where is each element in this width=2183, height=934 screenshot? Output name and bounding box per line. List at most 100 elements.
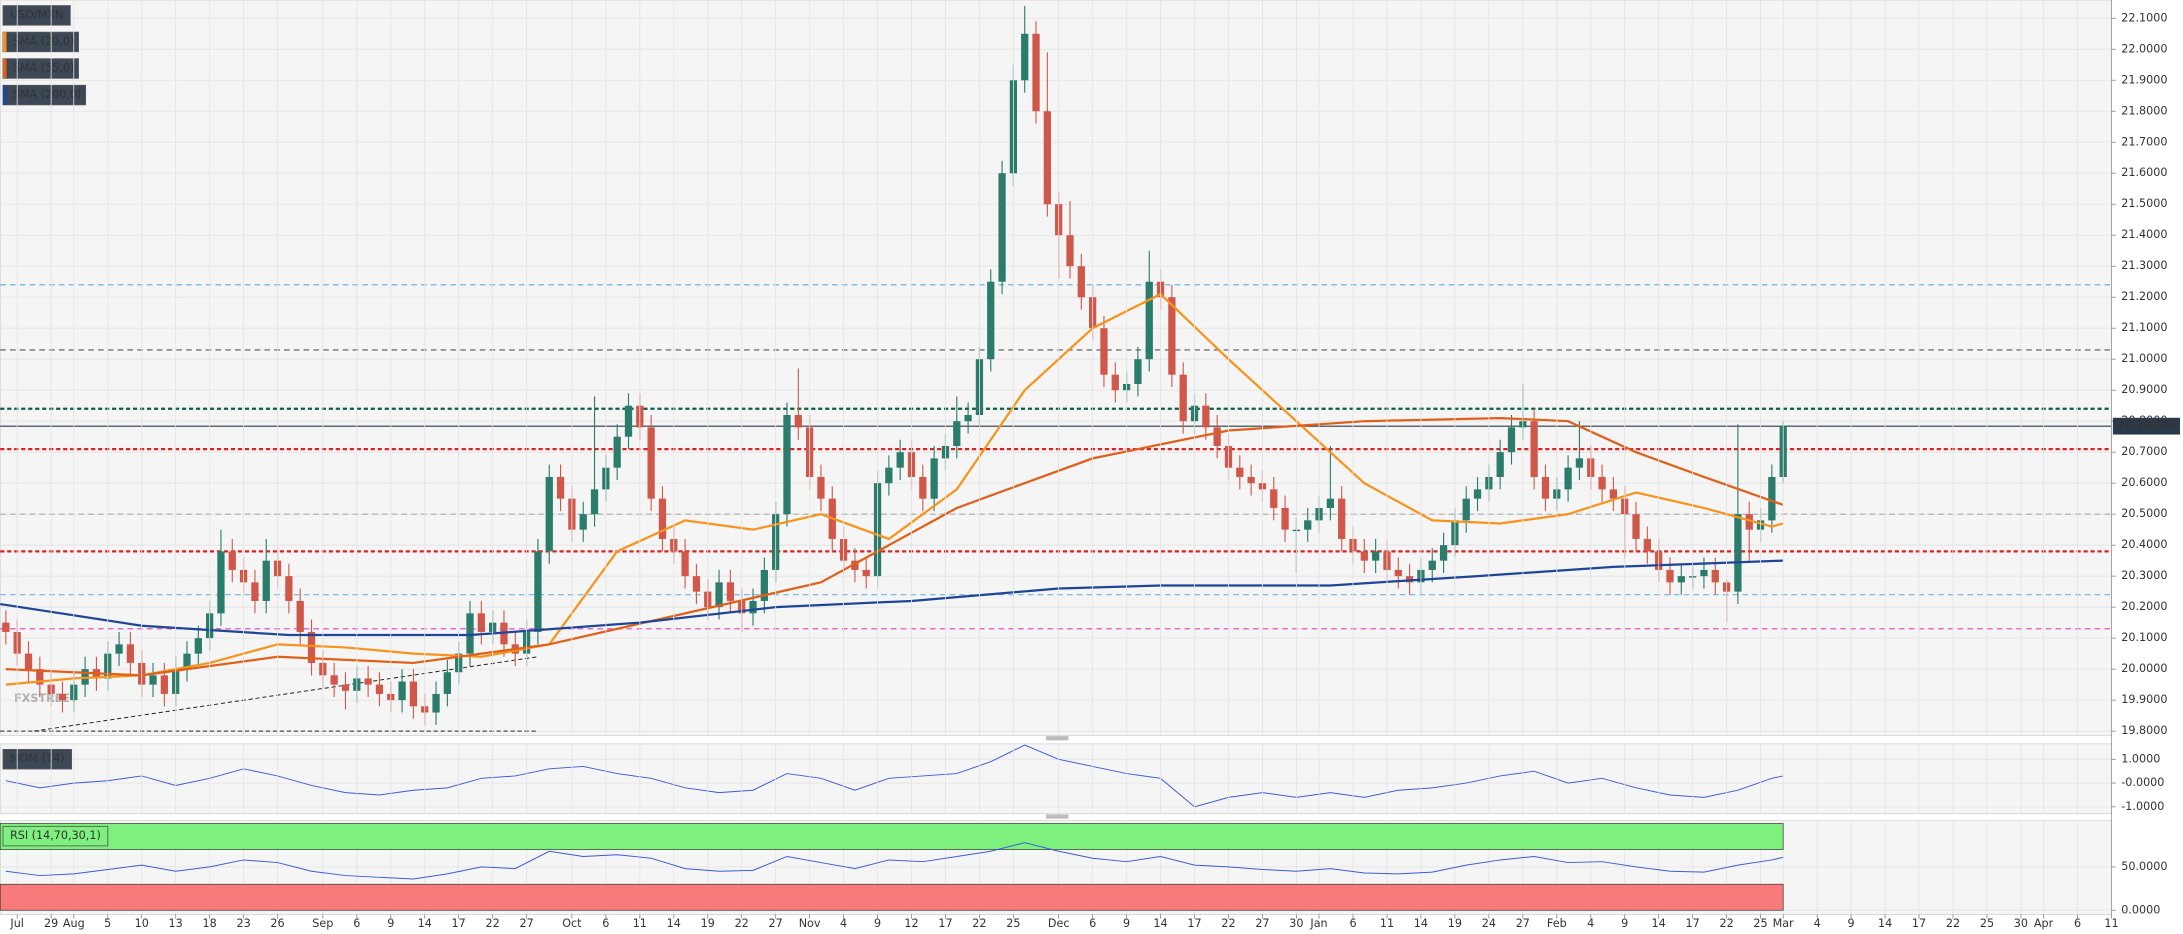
x-tick-label: 30 <box>2014 917 2028 930</box>
y-tick-label: 20.4000 <box>2121 538 2167 551</box>
candle-body <box>749 600 757 614</box>
band <box>0 883 1784 911</box>
panel-background <box>0 0 2112 736</box>
candle-body <box>432 693 440 713</box>
y-tick-label: 21.4000 <box>2121 228 2167 241</box>
candle-body <box>1202 405 1210 428</box>
x-tick-label: Oct <box>562 917 582 930</box>
candle-body <box>1564 467 1572 490</box>
x-tick-label: 27 <box>769 917 783 930</box>
candle-body <box>1609 489 1618 499</box>
x-tick-label: 10 <box>135 917 149 930</box>
candle-body <box>1439 545 1448 561</box>
y-tick-label: 20.2000 <box>2121 600 2167 613</box>
x-tick-label: 17 <box>1187 917 1201 930</box>
x-tick-label: 5 <box>104 917 111 930</box>
legend-box-swatch <box>2 58 7 79</box>
panel-resize-handle[interactable] <box>1046 814 1069 819</box>
y-tick-label: 21.1000 <box>2121 321 2167 334</box>
candle-body <box>1326 498 1335 508</box>
candle-body <box>477 613 485 632</box>
candle-body <box>1428 560 1436 570</box>
candle-body <box>590 489 599 515</box>
candle-body <box>1507 427 1516 453</box>
x-tick-label: 14 <box>418 917 432 930</box>
x-tick-label: 17 <box>452 917 466 930</box>
candle-body <box>1236 467 1244 477</box>
candle-body <box>466 613 474 654</box>
candle-body <box>36 669 44 685</box>
panel-title: USD/MXN <box>10 8 63 21</box>
candle-body <box>1643 538 1651 552</box>
candle-body <box>760 569 768 601</box>
candle-body <box>1734 514 1742 592</box>
panel-resize-handle[interactable] <box>1046 736 1069 741</box>
candle-body <box>681 551 689 577</box>
candle-body <box>24 653 33 670</box>
candle-body <box>1043 111 1051 205</box>
candle-body <box>862 569 870 577</box>
legend-box <box>2 825 109 847</box>
candle-body <box>2 622 10 632</box>
x-tick-label: 14 <box>1652 917 1666 930</box>
candle-body <box>1462 498 1470 521</box>
trend-line <box>34 656 539 732</box>
x-tick-label: Aug <box>63 917 85 930</box>
x-tick-label: 9 <box>1621 917 1628 930</box>
candle-body <box>1168 297 1176 375</box>
x-tick-label: 27 <box>1255 917 1269 930</box>
x-tick-label: 14 <box>1414 917 1428 930</box>
candle-body <box>1304 520 1312 530</box>
candle-body <box>1145 281 1153 360</box>
candle-body <box>1021 33 1029 81</box>
candle-body <box>817 476 825 499</box>
x-tick-label: 22 <box>1221 917 1235 930</box>
y-tick-label: 21.2000 <box>2121 290 2167 303</box>
x-tick-label: 14 <box>1878 917 1892 930</box>
candle-body <box>1700 569 1708 577</box>
candle-body <box>341 684 350 691</box>
x-tick-label: 11 <box>1380 917 1394 930</box>
x-tick-label: 19 <box>701 917 715 930</box>
x-tick-label: 6 <box>1349 917 1356 930</box>
series-line <box>5 744 1784 808</box>
candle-body <box>398 681 406 701</box>
x-tick-label: 4 <box>1814 917 1821 930</box>
x-tick-label: 27 <box>519 917 533 930</box>
candle-body <box>375 684 384 694</box>
x-tick-label: 26 <box>270 917 284 930</box>
candle-body <box>1338 498 1346 539</box>
candle-body <box>1134 359 1142 384</box>
y-tick-label: 20.9000 <box>2121 383 2167 396</box>
y-tick-label: 22.1000 <box>2121 11 2167 24</box>
x-tick-label: 25 <box>1753 917 1767 930</box>
y-tick-label: 21.8000 <box>2121 104 2167 117</box>
candle-body <box>160 675 168 694</box>
candle-body <box>794 414 802 428</box>
legend-box-swatch <box>2 32 7 52</box>
candle-body <box>987 281 995 360</box>
y-tick-label: 20.0000 <box>2121 662 2167 675</box>
x-tick-label: 27 <box>1516 917 1530 930</box>
y-tick-label: 21.6000 <box>2121 166 2167 179</box>
candle-body <box>1530 421 1538 477</box>
panel-title: RSI (14,70,30,1) <box>10 829 101 842</box>
x-tick-label: 9 <box>1123 917 1130 930</box>
candle-body <box>1473 489 1482 499</box>
y-tick-label: 20.7000 <box>2121 445 2167 458</box>
candle-body <box>1032 33 1040 112</box>
last-price-label: 20.78396 <box>2117 419 2176 432</box>
candle-body <box>715 582 723 608</box>
candle-body <box>126 644 135 663</box>
x-tick-label: 30 <box>1289 917 1303 930</box>
x-tick-label: Apr <box>2034 917 2054 930</box>
x-tick-label: 14 <box>1153 917 1167 930</box>
candle-body <box>919 476 927 499</box>
x-tick-label: 11 <box>2104 917 2118 930</box>
x-tick-label: 22 <box>972 917 986 930</box>
x-tick-label: 9 <box>874 917 881 930</box>
candle-body <box>1179 374 1187 422</box>
panel-background <box>0 743 2112 815</box>
candle-body <box>851 560 859 570</box>
